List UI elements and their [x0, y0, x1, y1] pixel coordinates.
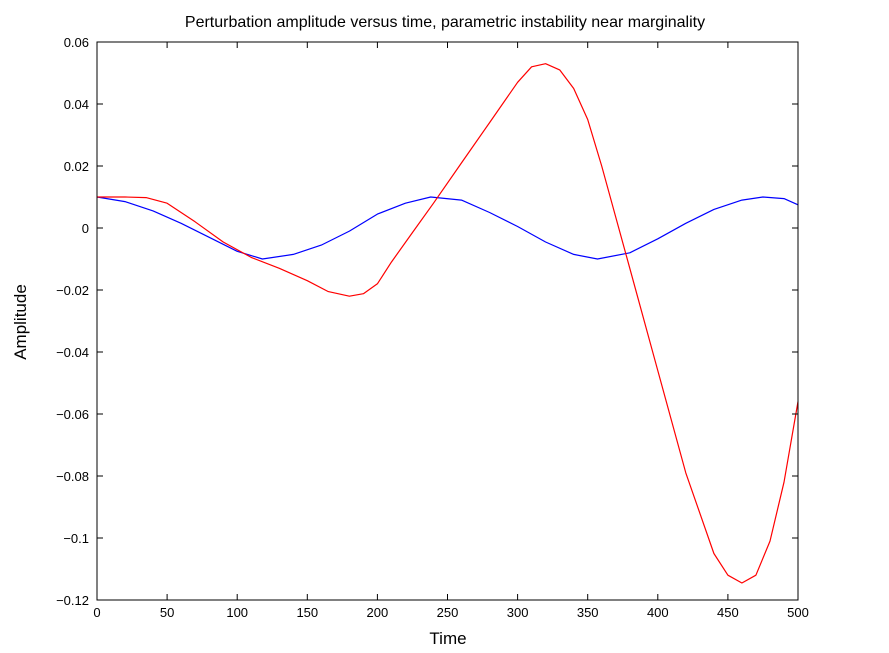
series-line-2 [97, 63, 799, 584]
x-tick-label: 100 [226, 605, 248, 620]
y-tick-label: −0.04 [56, 345, 89, 360]
x-tick-label: 0 [93, 605, 100, 620]
series-line-1 [96, 196, 799, 260]
y-tick-label: 0.02 [64, 159, 89, 174]
y-tick-label: −0.08 [56, 469, 89, 484]
x-tick-label: 300 [507, 605, 529, 620]
x-tick-label: 450 [717, 605, 739, 620]
x-axis-label: Time [429, 629, 466, 648]
x-tick-label: 400 [647, 605, 669, 620]
x-tick-label: 50 [160, 605, 174, 620]
y-tick-label: −0.06 [56, 407, 89, 422]
y-axis-label: Amplitude [11, 284, 30, 360]
plot-area: 0 50 100 150 200 250 300 350 400 450 500 0.06 0.04 0.… [56, 35, 809, 620]
y-tick-label: 0.04 [64, 97, 89, 112]
x-tick-label: 350 [577, 605, 599, 620]
x-tick-label: 500 [787, 605, 809, 620]
x-tick-label: 200 [367, 605, 389, 620]
y-tick-label: −0.12 [56, 593, 89, 608]
x-tick-label: 150 [296, 605, 318, 620]
y-tick-label: 0 [82, 221, 89, 236]
axes-box [96, 41, 799, 601]
y-tick-label: −0.1 [63, 531, 89, 546]
x-tick-label: 250 [437, 605, 459, 620]
y-tick-label: −0.02 [56, 283, 89, 298]
chart-title: Perturbation amplitude versus time, para… [185, 14, 705, 31]
y-tick-label: 0.06 [64, 35, 89, 50]
